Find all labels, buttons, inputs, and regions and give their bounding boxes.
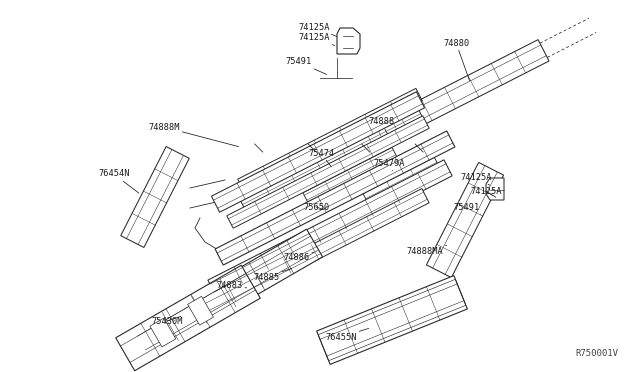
Polygon shape (227, 116, 429, 228)
Polygon shape (211, 92, 424, 212)
Text: 74886: 74886 (283, 252, 314, 262)
Polygon shape (317, 276, 467, 365)
Polygon shape (121, 147, 189, 247)
Text: 75479A: 75479A (373, 158, 404, 171)
Text: 75430M: 75430M (151, 317, 182, 326)
Polygon shape (486, 178, 504, 200)
Polygon shape (188, 296, 214, 325)
Polygon shape (175, 115, 530, 268)
Text: 76455N: 76455N (325, 328, 369, 341)
Polygon shape (150, 318, 176, 347)
Text: 74883: 74883 (216, 282, 246, 291)
Text: 74125A: 74125A (470, 186, 502, 197)
Polygon shape (337, 28, 360, 54)
Text: 74125A: 74125A (460, 173, 492, 185)
Polygon shape (133, 229, 323, 357)
Text: 75650: 75650 (303, 202, 329, 212)
Polygon shape (362, 155, 438, 201)
Text: 76454N: 76454N (98, 170, 139, 193)
Polygon shape (237, 89, 422, 192)
Text: R750001V: R750001V (575, 349, 618, 358)
Text: 74888MA: 74888MA (406, 246, 447, 257)
Text: 75491: 75491 (285, 58, 327, 74)
Polygon shape (116, 265, 260, 371)
Text: 74888: 74888 (368, 118, 394, 134)
Text: 74125A: 74125A (298, 33, 335, 45)
Polygon shape (303, 147, 397, 203)
Polygon shape (237, 105, 422, 208)
Text: 75491: 75491 (453, 202, 481, 214)
Text: 74880: 74880 (443, 38, 470, 81)
Polygon shape (215, 131, 455, 265)
Text: 74125A: 74125A (298, 22, 337, 36)
Polygon shape (201, 189, 429, 315)
Polygon shape (208, 160, 452, 296)
Polygon shape (426, 163, 504, 278)
Polygon shape (351, 40, 549, 156)
Text: 74888M: 74888M (148, 122, 239, 147)
Text: 75474: 75474 (308, 148, 334, 167)
Text: 74885: 74885 (253, 269, 292, 282)
